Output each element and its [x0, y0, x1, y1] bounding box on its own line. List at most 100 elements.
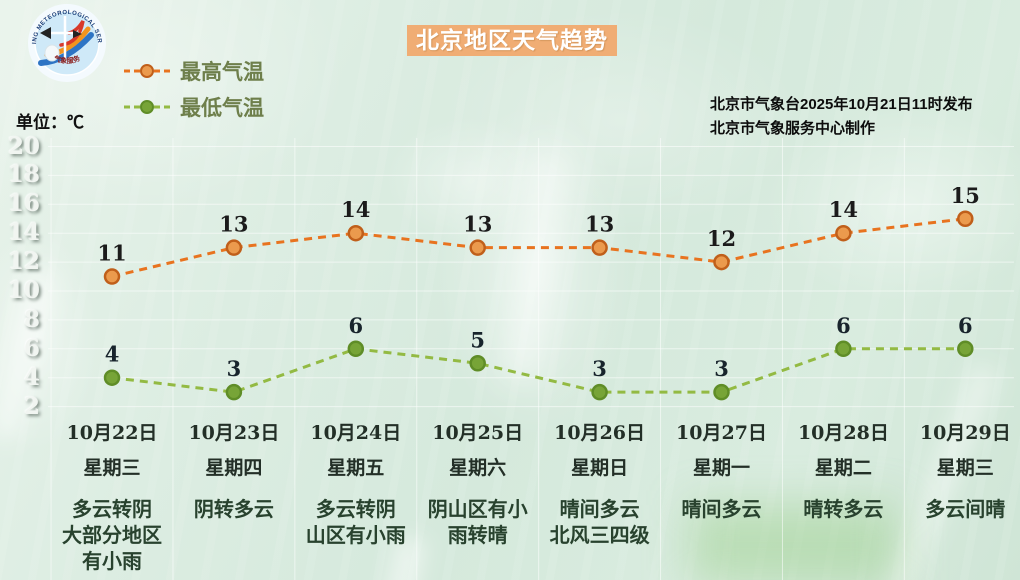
high-temp-legend-marker-icon: [124, 64, 170, 78]
date-label: 10月25日: [432, 422, 524, 444]
x-axis-column: 10月23日 星期四阴转多云: [172, 421, 296, 523]
high-temp-point: [713, 253, 730, 271]
x-axis-column: 10月27日 星期一晴间多云: [660, 421, 784, 523]
high-temp-point: [347, 224, 365, 242]
high-temp-value-label: 12: [707, 226, 736, 251]
high-temp-point: [225, 239, 243, 256]
weather-description: 多云转阴 山区有小雨: [294, 497, 418, 549]
y-axis-tick-label: 12: [7, 248, 40, 276]
weekday-label: 星期三: [936, 458, 994, 479]
weather-line: 晴间多云: [559, 499, 640, 521]
source-line-2: 北京市气象服务中心制作: [710, 120, 876, 137]
high-temp-value-label: 11: [97, 241, 126, 266]
low-temp-point: [713, 383, 730, 401]
date-label: 10月26日: [554, 422, 646, 444]
y-axis-tick-label: 4: [23, 363, 40, 391]
high-temp-value-label: 15: [951, 183, 980, 208]
y-axis: 20 18 16 14 12 10 8 6 4 2: [0, 0, 40, 580]
weekday-label: 星期六: [449, 458, 507, 479]
low-temp-value-label: 3: [714, 356, 729, 381]
weather-line: 阴转多云: [193, 499, 274, 521]
x-axis-column: 10月24日 星期五 多云转阴 山区有小雨: [294, 421, 418, 549]
date-label: 10月28日: [797, 422, 889, 444]
logo-radar-dome: [44, 44, 60, 62]
weekday-label: 星期三: [83, 458, 141, 479]
legend-label-low-temp: 最低气温: [180, 97, 264, 120]
x-axis-column: 10月28日 星期二 晴转多云: [781, 421, 905, 523]
high-temp-value-label: 14: [341, 197, 370, 222]
date-label: 10月27日: [676, 422, 767, 444]
date-label: 10月22日: [66, 422, 158, 444]
background-highlight: [504, 148, 570, 382]
legend-label-high-temp: 最高气温: [180, 61, 264, 84]
low-temp-value-label: 6: [348, 313, 363, 338]
weather-line: 有小雨: [82, 551, 142, 573]
source-line-1: 北京市气象台2025年10月21日11时发布: [710, 96, 973, 113]
high-temp-value-label: 13: [463, 212, 492, 237]
weather-line: 北风三四级: [549, 525, 650, 547]
date-label: 10月24日: [310, 422, 402, 444]
high-temp-value-label: 14: [829, 197, 858, 222]
logo-vane-tail: [73, 30, 82, 38]
weather-line: 多云间晴: [925, 499, 1006, 521]
low-temp-point: [347, 340, 365, 358]
y-axis-tick-label: 6: [23, 334, 40, 362]
low-temp-value-label: 6: [836, 313, 851, 338]
high-temp-point: [103, 268, 121, 285]
date-label: 10月29日: [919, 422, 1011, 444]
weather-description: 晴间多云: [660, 497, 784, 523]
x-axis-column: 10月22日 星期三多云转阴大部分地区有小雨: [50, 421, 174, 575]
logo-blue-band: [38, 32, 94, 66]
weather-description: 晴转多云: [781, 497, 905, 523]
weather-line: 山区有小雨: [305, 525, 406, 547]
high-temp-value-label: 13: [585, 212, 614, 237]
weather-description: 多云转阴大部分地区有小雨: [50, 497, 174, 575]
high-temp-value-label: 13: [219, 212, 248, 237]
low-temp-point: [469, 355, 486, 372]
date-label: 10月23日: [188, 422, 280, 444]
x-axis-column: 10月29日 星期三多云间晴: [903, 421, 1020, 523]
weather-line: 多云转阴: [315, 499, 396, 521]
low-temp-point: [835, 340, 852, 358]
low-temp-point: [957, 340, 974, 358]
high-temp-point: [469, 239, 486, 256]
x-axis-column: 10月25日 星期六阴山区有小雨转晴: [416, 421, 540, 549]
weather-description: 晴间多云 北风三四级: [538, 497, 662, 549]
low-temp-point: [591, 383, 608, 401]
low-temp-point: [225, 383, 243, 401]
weather-line: 晴转多云: [803, 499, 884, 521]
page-title: 北京地区天气趋势: [407, 25, 617, 56]
y-axis-tick-label: 18: [7, 161, 40, 189]
high-temp-point: [835, 224, 852, 242]
weather-description: 多云间晴: [903, 497, 1020, 523]
weather-line: 雨转晴: [447, 525, 508, 547]
low-temp-point: [103, 369, 121, 386]
weather-description: 阴山区有小 雨转晴: [416, 497, 540, 549]
weekday-label: 星期四: [205, 458, 263, 479]
weather-line: 多云转阴: [72, 499, 152, 521]
legend-row-low-temp: 最低气温: [124, 94, 264, 120]
weather-description: 阴转多云: [172, 497, 296, 523]
high-temp-point: [591, 239, 608, 256]
low-temp-value-label: 6: [958, 313, 973, 338]
low-temp-value-label: 5: [470, 327, 485, 352]
weekday-label: 星期一: [692, 458, 750, 479]
weekday-label: 星期日: [571, 458, 629, 479]
low-temp-value-label: 3: [227, 356, 242, 381]
high-temp-line: [111, 217, 966, 279]
high-temp-point: [957, 210, 974, 227]
weather-line: 晴间多云: [681, 499, 762, 521]
y-axis-tick-label: 10: [7, 277, 40, 304]
y-axis-tick-label: 8: [23, 305, 40, 333]
weather-line: 阴山区有小: [427, 499, 528, 521]
meteorological-service-logo: BEIJING METEOROLOGICAL SERVICE 气象服务: [27, 3, 106, 82]
y-axis-tick-label: 14: [7, 219, 40, 247]
chart-legend: 最高气温 最低气温: [124, 58, 264, 130]
y-axis-tick-label: 20: [7, 132, 40, 160]
low-temp-line: [111, 347, 966, 394]
low-temp-value-label: 3: [592, 356, 607, 381]
source-info: 北京市气象台2025年10月21日11时发布 北京市气象服务中心制作: [710, 93, 973, 141]
x-axis-column: 10月26日 星期日晴间多云北风三四级: [538, 421, 662, 549]
weather-line: 大部分地区: [62, 525, 162, 547]
